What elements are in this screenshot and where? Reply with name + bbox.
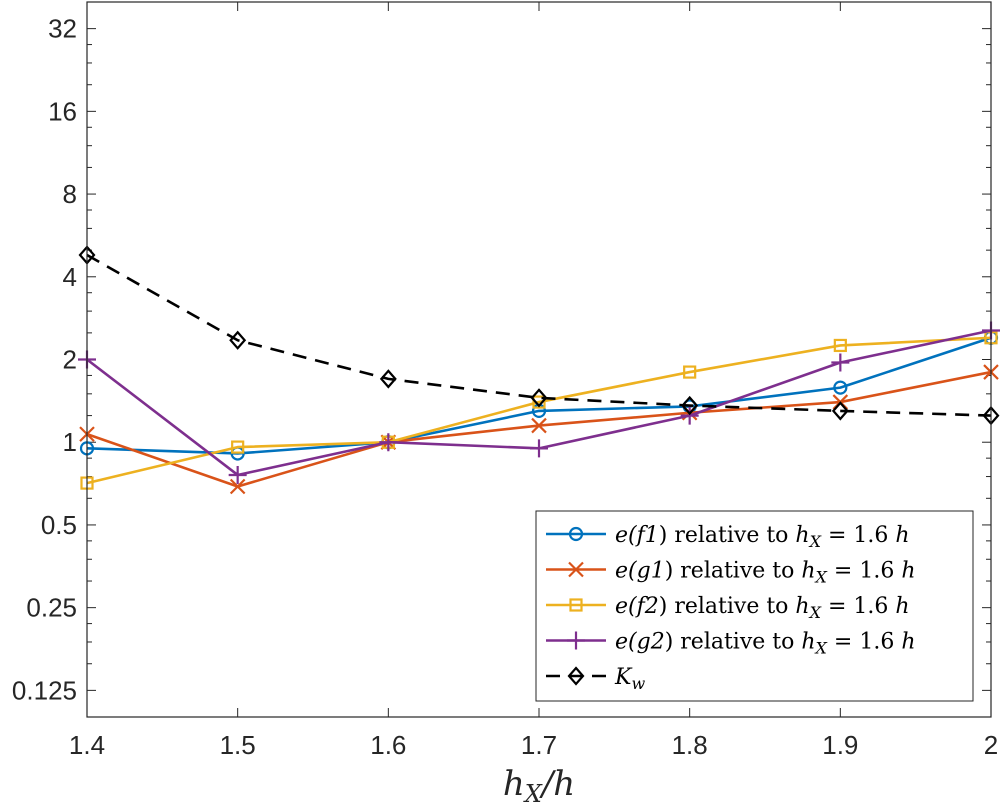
x-axis-title: hX/h xyxy=(503,764,575,808)
x-tick-label: 1.8 xyxy=(672,730,708,760)
legend-h2: h xyxy=(901,630,915,655)
legend-entry: e(g2) relative to hX = 1.6 h xyxy=(546,630,916,658)
legend-h2: h xyxy=(901,559,915,584)
legend-eq: = 1.6 xyxy=(827,559,901,584)
legend-marker xyxy=(568,561,584,578)
x-tick-label: 1.7 xyxy=(521,730,557,760)
legend-marker xyxy=(568,526,584,542)
legend-fn: g1 xyxy=(637,559,665,584)
legend-eq: = 1.6 xyxy=(821,523,895,548)
x-axis-title-sub: X xyxy=(523,780,543,808)
legend-sub: X xyxy=(814,568,828,587)
legend-h: h xyxy=(795,523,809,548)
data-point xyxy=(833,338,847,353)
data-point xyxy=(680,406,699,425)
legend-label: e(g2) relative to hX = 1.6 h xyxy=(615,630,916,658)
data-point xyxy=(231,440,245,454)
legend-h: h xyxy=(795,594,809,619)
legend-sub: X xyxy=(808,603,822,622)
data-point xyxy=(530,388,548,408)
y-tick-label: 0.5 xyxy=(41,510,77,540)
legend-pre: e( xyxy=(615,523,637,548)
x-axis-title-rest: /h xyxy=(539,764,575,804)
x-tick-label: 1.6 xyxy=(370,730,406,760)
data-point xyxy=(681,395,699,416)
y-tick-label: 0.25 xyxy=(26,593,77,623)
x-tick-label: 1.4 xyxy=(69,730,105,760)
legend-sub: X xyxy=(808,532,822,551)
plot-frame xyxy=(86,1,992,718)
legend-entry: e(f1) relative to hX = 1.6 h xyxy=(546,523,910,551)
legend-h: h xyxy=(801,559,815,584)
data-point xyxy=(228,465,247,484)
legend-post: ) relative to xyxy=(659,523,796,548)
y-tick-label: 16 xyxy=(48,96,77,126)
data-point xyxy=(683,365,697,379)
data-point xyxy=(833,380,848,395)
legend-pre: e( xyxy=(615,630,637,655)
legend-box xyxy=(535,510,974,702)
legend-entry: e(g1) relative to hX = 1.6 h xyxy=(546,559,916,587)
legend-pre: e( xyxy=(615,559,637,584)
data-point xyxy=(229,478,246,495)
series-line xyxy=(86,253,992,417)
legend-eq: = 1.6 xyxy=(827,630,901,655)
y-tick-label: 32 xyxy=(48,14,77,44)
legend-k: K xyxy=(614,665,633,690)
legend-pre: e( xyxy=(615,594,637,619)
tick-labels: 1.4 1.5 1.6 1.7 1.8 1.9 2 0.125 0.25 0.5 1 2 4 8 16 32 xyxy=(12,14,998,760)
legend-marker xyxy=(569,598,583,612)
y-tick-label: 4 xyxy=(63,262,77,292)
y-tick-label: 2 xyxy=(63,345,77,375)
legend-sub: w xyxy=(631,674,645,693)
data-point xyxy=(831,401,849,421)
data-point xyxy=(831,353,850,372)
legend-sub: X xyxy=(814,639,828,658)
x-tick-label: 1.9 xyxy=(822,730,858,760)
data-point xyxy=(379,433,398,452)
legend-fn: g2 xyxy=(637,630,665,655)
y-tick-label: 1 xyxy=(63,427,77,457)
legend-entry: e(f2) relative to hX = 1.6 h xyxy=(546,594,910,622)
legend-post: ) relative to xyxy=(665,630,802,655)
legend-h2: h xyxy=(895,523,909,548)
data-point xyxy=(532,395,546,409)
x-axis-title-h: h xyxy=(503,764,525,804)
legend-post: ) relative to xyxy=(665,559,802,584)
legend-fn: f2 xyxy=(635,594,659,619)
data-point xyxy=(229,330,247,350)
legend-fn: f1 xyxy=(635,523,659,548)
x-tick-label: 1.5 xyxy=(220,730,256,760)
y-tick-label: 8 xyxy=(63,179,77,209)
series-layer xyxy=(78,245,1000,495)
x-tick-label: 2 xyxy=(984,730,998,760)
series-line xyxy=(86,336,992,485)
legend-marker xyxy=(567,666,585,686)
legend-label: e(f2) relative to hX = 1.6 h xyxy=(615,594,910,622)
y-tick-label: 0.125 xyxy=(12,675,77,705)
legend-entry: Kw xyxy=(546,665,645,693)
data-point xyxy=(379,369,397,389)
legend-h: h xyxy=(801,630,815,655)
legend-label: Kw xyxy=(614,665,645,693)
legend-label: e(f1) relative to hX = 1.6 h xyxy=(615,523,910,551)
legend-post: ) relative to xyxy=(659,594,796,619)
legend-marker xyxy=(567,631,585,650)
data-point xyxy=(531,417,547,434)
legend-h2: h xyxy=(895,594,909,619)
legend: e(f1) relative to hX = 1.6 he(g1) relati… xyxy=(535,510,974,702)
legend-eq: = 1.6 xyxy=(821,594,895,619)
legend-label: e(g1) relative to hX = 1.6 h xyxy=(615,559,916,587)
data-point xyxy=(530,439,548,458)
